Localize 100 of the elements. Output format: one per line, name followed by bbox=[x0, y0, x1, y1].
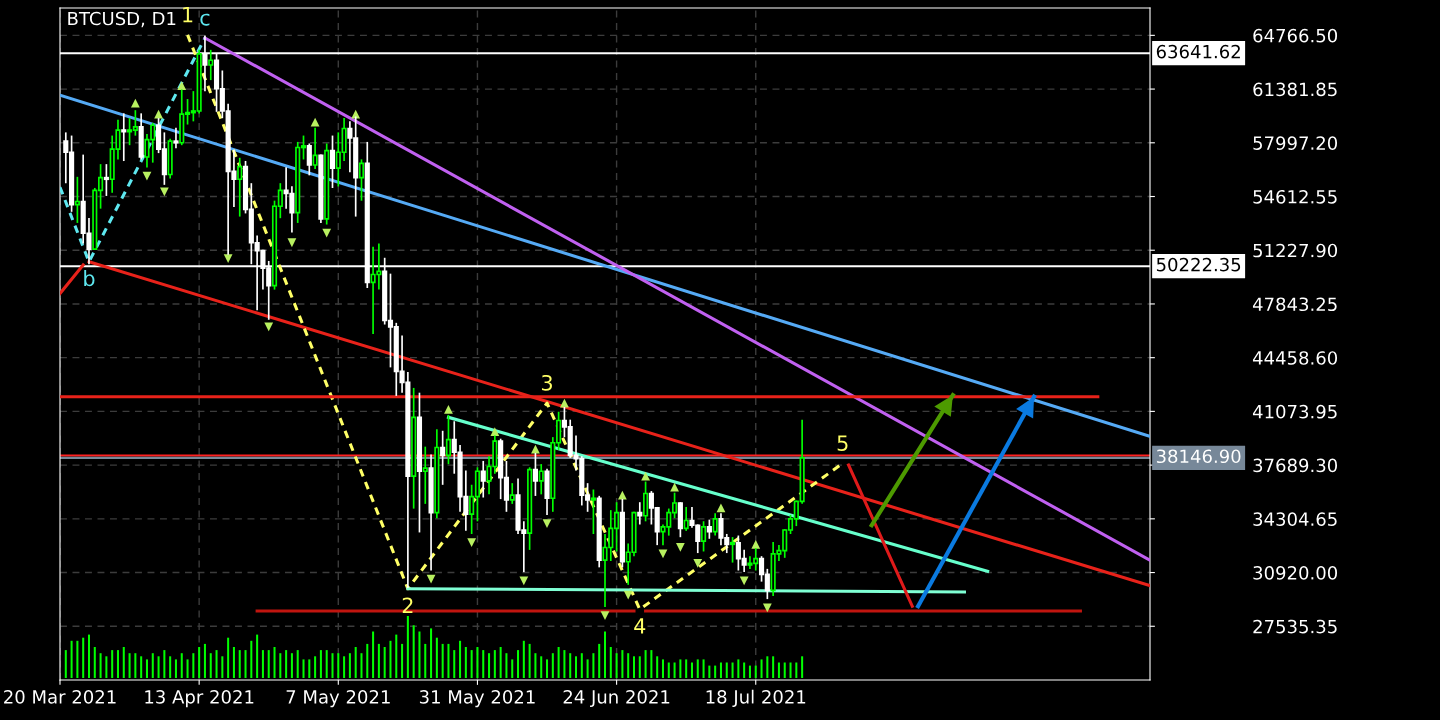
bar bbox=[517, 650, 520, 678]
point bbox=[351, 109, 361, 119]
candlestick bbox=[208, 49, 214, 81]
bar bbox=[267, 650, 270, 678]
bar bbox=[546, 659, 549, 678]
candlestick bbox=[440, 430, 446, 485]
bar bbox=[650, 650, 653, 678]
bar bbox=[134, 653, 137, 678]
bar bbox=[87, 634, 90, 678]
bar bbox=[82, 637, 85, 678]
annotation: 1 bbox=[183, 6, 193, 23]
point bbox=[670, 482, 679, 492]
bar bbox=[493, 650, 496, 678]
bar bbox=[412, 625, 415, 678]
bar bbox=[424, 643, 427, 678]
bar bbox=[279, 653, 282, 678]
ref-line-label: 50222.35 bbox=[1156, 257, 1241, 272]
bar bbox=[488, 653, 491, 678]
x-tick-label: 20 Mar 2021 bbox=[4, 690, 116, 704]
bar bbox=[395, 634, 398, 678]
point bbox=[142, 171, 152, 181]
bar bbox=[731, 662, 734, 678]
point bbox=[310, 117, 320, 127]
bar bbox=[337, 653, 340, 678]
bar bbox=[702, 659, 705, 678]
y-tick-label: 54612.55 bbox=[1253, 189, 1337, 204]
bar bbox=[180, 653, 183, 678]
bar bbox=[661, 659, 664, 678]
point bbox=[693, 558, 703, 568]
annotation: 5 bbox=[837, 435, 848, 451]
bar bbox=[580, 653, 583, 678]
annotation: b bbox=[84, 270, 95, 287]
point bbox=[154, 109, 163, 119]
bar bbox=[557, 647, 560, 678]
point bbox=[223, 254, 233, 263]
bar bbox=[690, 662, 693, 678]
bar bbox=[221, 656, 224, 678]
y-tick-label: 64766.50 bbox=[1253, 28, 1338, 43]
bar bbox=[766, 656, 769, 678]
y-tick-label: 37689.30 bbox=[1253, 458, 1338, 473]
bar bbox=[302, 659, 305, 678]
candlestick bbox=[643, 481, 649, 522]
bar bbox=[244, 650, 247, 678]
bar bbox=[93, 647, 96, 678]
point bbox=[716, 503, 726, 513]
candlestick bbox=[121, 113, 127, 162]
bar bbox=[627, 653, 630, 678]
bar bbox=[760, 659, 763, 678]
bar bbox=[186, 659, 189, 678]
bar bbox=[151, 653, 154, 678]
bar bbox=[708, 665, 711, 678]
bar bbox=[656, 656, 659, 678]
bar bbox=[331, 653, 334, 678]
point bbox=[618, 490, 627, 500]
bar bbox=[464, 647, 467, 678]
bar bbox=[325, 650, 328, 678]
bar bbox=[743, 662, 746, 678]
bar bbox=[383, 647, 386, 678]
bar bbox=[673, 662, 676, 678]
bar bbox=[116, 650, 119, 678]
bar bbox=[789, 662, 792, 678]
annotation: 2 bbox=[402, 597, 413, 613]
bar bbox=[563, 650, 566, 678]
bar bbox=[795, 662, 798, 678]
bar bbox=[511, 659, 514, 678]
bar bbox=[198, 647, 201, 678]
point bbox=[130, 98, 140, 108]
candlestick bbox=[358, 159, 365, 201]
annotation: c bbox=[200, 13, 210, 26]
bar bbox=[569, 653, 572, 678]
candlestick bbox=[329, 135, 336, 189]
y-tick-label: 44458.60 bbox=[1252, 351, 1338, 365]
bar bbox=[615, 653, 618, 678]
bar bbox=[714, 665, 717, 678]
point bbox=[762, 603, 772, 613]
bar bbox=[163, 650, 166, 678]
bar bbox=[319, 650, 322, 678]
point bbox=[658, 549, 668, 559]
point bbox=[519, 576, 529, 586]
bar bbox=[696, 659, 699, 678]
point bbox=[490, 427, 500, 436]
bar bbox=[679, 659, 682, 678]
y-tick-label: 41073.95 bbox=[1252, 404, 1337, 419]
bar bbox=[575, 656, 578, 678]
bar bbox=[540, 656, 543, 678]
bar bbox=[476, 647, 479, 678]
bar bbox=[140, 656, 143, 678]
bar bbox=[801, 656, 804, 678]
candlestick bbox=[590, 489, 596, 535]
point bbox=[739, 576, 749, 586]
bar bbox=[366, 643, 369, 678]
point bbox=[623, 590, 633, 600]
candlestick bbox=[683, 506, 689, 531]
bar bbox=[76, 640, 79, 678]
bar bbox=[401, 643, 404, 678]
bar bbox=[296, 650, 299, 678]
bar bbox=[505, 653, 508, 678]
point bbox=[600, 611, 610, 621]
bar bbox=[551, 653, 554, 678]
bar bbox=[99, 653, 102, 678]
